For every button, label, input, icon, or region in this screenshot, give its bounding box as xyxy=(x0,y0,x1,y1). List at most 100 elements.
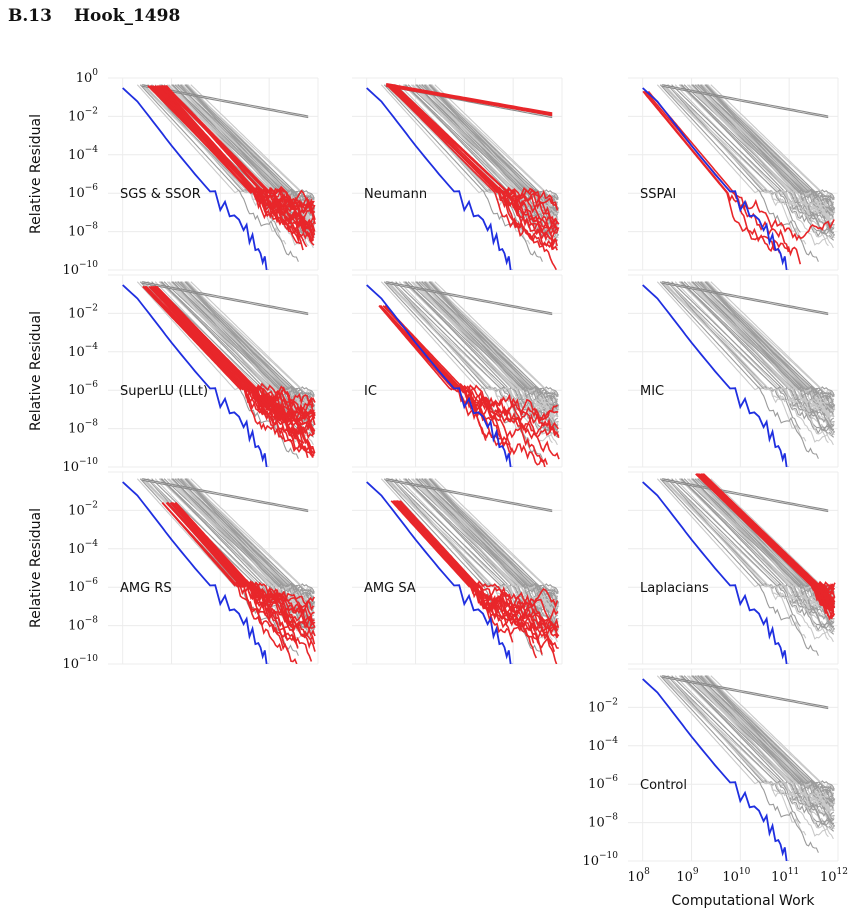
series-line-gray xyxy=(380,281,531,442)
series-line-gray xyxy=(661,675,834,811)
series-line-highlight xyxy=(696,473,835,610)
series-line-gray xyxy=(662,479,829,513)
series-line-gray xyxy=(710,478,835,595)
series-line-highlight xyxy=(171,502,316,608)
series-line-gray xyxy=(411,281,559,417)
series-line-gray xyxy=(661,84,834,220)
series-line-gray xyxy=(661,281,834,417)
panel-label: AMG SA xyxy=(364,581,416,596)
y-tick-label: 10−2 xyxy=(68,106,98,124)
series-line-gray xyxy=(663,281,835,443)
panel-2: SSPAI xyxy=(628,77,839,271)
x-tick-label: 108 xyxy=(628,867,651,885)
x-tick-label: 1012 xyxy=(820,867,848,885)
series-line-gray xyxy=(687,84,835,220)
series-line-gray xyxy=(142,281,309,314)
series-line-gray xyxy=(692,478,834,600)
y-tick-label: 10−10 xyxy=(62,457,98,475)
series-line-gray xyxy=(663,84,835,246)
series-line-gray xyxy=(667,84,834,236)
y-tick-label: 10−4 xyxy=(588,736,618,754)
panel-label: IC xyxy=(364,384,377,399)
series-line-gray xyxy=(416,281,558,403)
series-line-gray xyxy=(671,675,835,832)
series-line-gray xyxy=(674,675,834,800)
x-tick-label: 109 xyxy=(676,867,699,885)
series-line-gray xyxy=(710,281,835,398)
series-line-gray xyxy=(154,478,314,603)
series-line-gray xyxy=(416,478,558,600)
series-line-gray xyxy=(428,478,558,629)
series-line-gray xyxy=(142,282,309,316)
series-line-highlight xyxy=(396,500,559,632)
panel-0: SGS & SSOR 100 10−2 10−4 10−6 10−8 10−10 Relati… xyxy=(28,68,319,278)
series-line-highlight xyxy=(386,83,553,114)
series-line-gray xyxy=(687,675,835,811)
series-line-gray xyxy=(704,675,834,826)
y-tick-label: 10−8 xyxy=(588,813,618,831)
series-line-highlight xyxy=(391,84,559,233)
series-line-highlight xyxy=(156,85,316,230)
x-tick-label: 1011 xyxy=(771,867,799,885)
series-line-gray xyxy=(154,281,314,406)
series-line-gray xyxy=(190,84,315,201)
series-line-reference xyxy=(122,481,270,664)
y-tick-label: 100 xyxy=(76,68,99,86)
series-line-gray xyxy=(671,84,835,241)
series-line-gray xyxy=(674,281,834,406)
series-line-gray xyxy=(662,676,829,710)
series-line-gray xyxy=(667,281,834,433)
series-line-gray xyxy=(704,84,834,235)
series-line-gray xyxy=(692,675,834,797)
series-line-reference xyxy=(642,481,790,664)
panel-label: Laplacians xyxy=(640,581,709,596)
panel-4: IC xyxy=(352,274,563,468)
panel-3: SuperLU (LLt) 10−2 10−4 10−6 10−8 10−10 Relati… xyxy=(28,274,319,475)
y-tick-label: 10−2 xyxy=(68,500,98,518)
series-line-gray xyxy=(386,478,553,511)
series-line-gray xyxy=(398,281,558,406)
panel-9: Control 10−2 10−4 10−6 10−8 10−10 108 109 1010 10… xyxy=(582,668,848,909)
y-tick-label: 10−4 xyxy=(68,342,98,360)
series-line-highlight xyxy=(700,473,835,598)
series-line-gray xyxy=(398,478,558,603)
y-tick-label: 10−8 xyxy=(68,616,98,634)
y-tick-label: 10−6 xyxy=(68,380,98,398)
series-line-gray xyxy=(172,478,314,600)
panel-label: MIC xyxy=(640,384,664,399)
series-line-highlight xyxy=(392,84,559,210)
series-line-highlight xyxy=(647,90,835,242)
series-line-gray xyxy=(391,281,553,444)
y-tick-label: 10−2 xyxy=(588,697,618,715)
panel-5: MIC xyxy=(628,274,839,468)
series-line-gray xyxy=(663,675,835,837)
series-line-gray xyxy=(697,281,835,397)
series-line-highlight xyxy=(157,85,308,248)
series-line-gray xyxy=(160,281,315,428)
series-line-gray xyxy=(662,282,829,316)
series-line-gray xyxy=(674,478,834,603)
series-line-gray xyxy=(662,281,829,314)
series-line-gray xyxy=(710,675,835,792)
series-line-highlight xyxy=(393,500,543,655)
series-line-gray xyxy=(142,478,309,511)
y-tick-label: 10−4 xyxy=(68,145,98,163)
series-line-gray xyxy=(656,281,807,442)
panel-1: Neumann xyxy=(352,77,563,271)
series-line-gray xyxy=(659,478,819,656)
series-line-gray xyxy=(421,281,559,397)
series-line-gray xyxy=(680,478,835,625)
panel-8: Laplacians xyxy=(628,471,839,665)
series-line-gray xyxy=(697,675,835,791)
series-line-gray xyxy=(687,478,835,614)
series-line-highlight xyxy=(150,285,314,456)
series-line-gray xyxy=(680,281,835,428)
panel-label: Neumann xyxy=(364,187,427,202)
series-line-gray xyxy=(666,281,834,433)
series-line-gray xyxy=(671,281,835,438)
series-line-gray xyxy=(663,478,835,640)
y-tick-label: 10−8 xyxy=(68,222,98,240)
series-line-gray xyxy=(385,84,558,220)
series-line-gray xyxy=(386,479,553,513)
series-line-gray xyxy=(434,478,559,595)
